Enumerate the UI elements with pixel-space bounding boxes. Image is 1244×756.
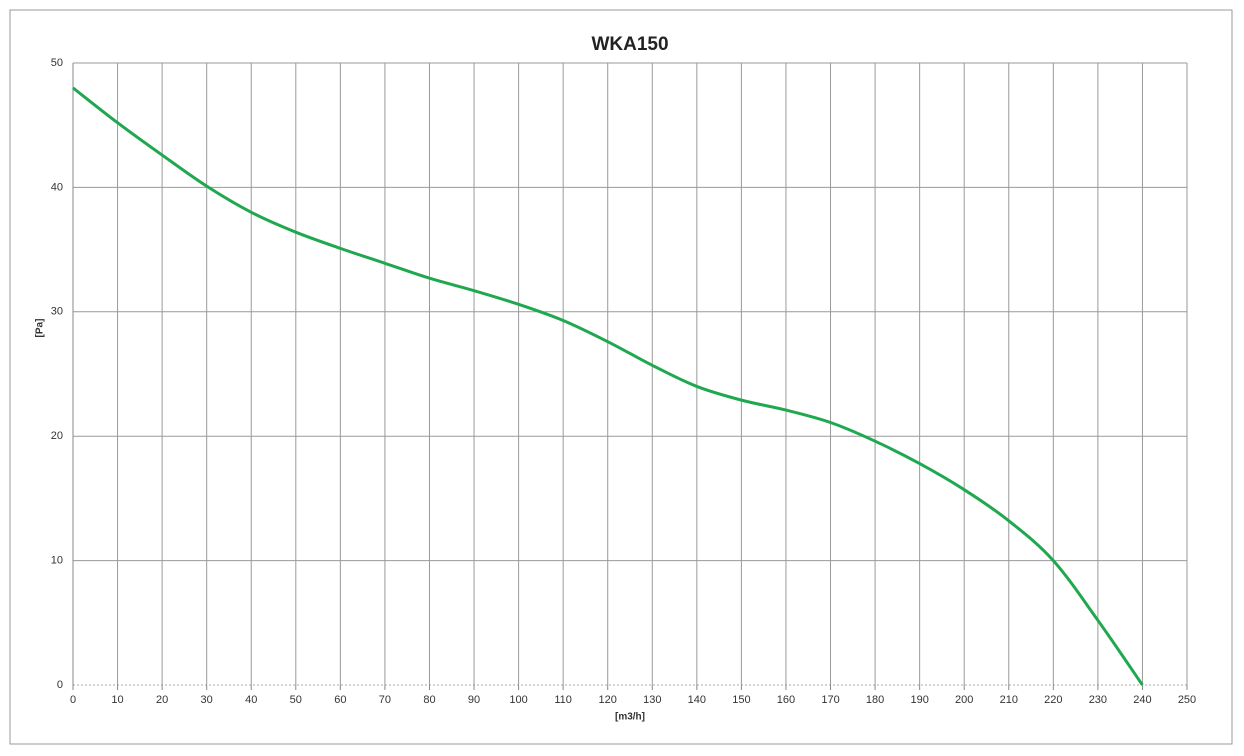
y-axis-label: [Pa] xyxy=(35,319,46,338)
x-tick-label: 150 xyxy=(732,694,750,706)
y-tick-label: 50 xyxy=(51,57,63,69)
x-tick-label: 90 xyxy=(468,694,480,706)
data-line xyxy=(72,86,1144,686)
x-tick-label: 110 xyxy=(554,694,572,706)
x-tick-label: 200 xyxy=(955,694,973,706)
x-axis-label: [m3/h] xyxy=(615,712,645,723)
x-tick-label: 50 xyxy=(290,694,302,706)
x-tick-label: 210 xyxy=(1000,694,1018,706)
x-tick-label: 30 xyxy=(201,694,213,706)
y-tick-label: 10 xyxy=(51,555,63,567)
x-tick-label: 40 xyxy=(245,694,257,706)
x-tick-label: 240 xyxy=(1133,694,1151,706)
x-tick-label: 170 xyxy=(821,694,839,706)
y-tick-label: 20 xyxy=(51,430,63,442)
x-tick-label: 20 xyxy=(156,694,168,706)
x-tick-label: 0 xyxy=(70,694,76,706)
y-tick-label: 0 xyxy=(57,679,63,691)
chart-border xyxy=(9,9,1233,745)
x-tick-label: 130 xyxy=(643,694,661,706)
x-tick-label: 250 xyxy=(1178,694,1196,706)
x-tick-label: 190 xyxy=(910,694,928,706)
y-tick-label: 40 xyxy=(51,181,63,193)
x-tick-label: 220 xyxy=(1044,694,1062,706)
chart-title: WKA150 xyxy=(591,34,668,55)
x-tick-label: 100 xyxy=(509,694,527,706)
x-tick-label: 60 xyxy=(334,694,346,706)
x-tick-label: 10 xyxy=(111,694,123,706)
x-tick-label: 230 xyxy=(1089,694,1107,706)
x-tick-label: 70 xyxy=(379,694,391,706)
x-tick-label: 180 xyxy=(866,694,884,706)
x-tick-label: 140 xyxy=(688,694,706,706)
y-tick-label: 30 xyxy=(51,306,63,318)
x-tick-label: 80 xyxy=(423,694,435,706)
x-tick-label: 120 xyxy=(599,694,617,706)
x-tick-label: 160 xyxy=(777,694,795,706)
